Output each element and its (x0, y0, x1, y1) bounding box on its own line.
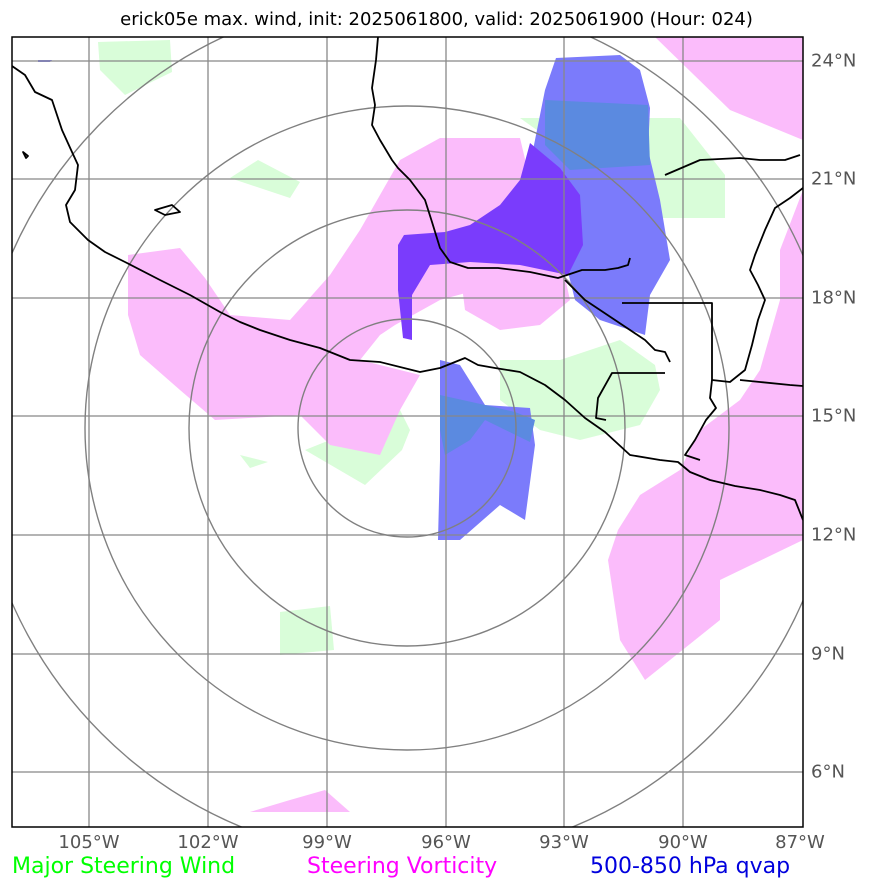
lon-label: 93°W (539, 832, 589, 853)
legend-steering-wind: Major Steering Wind (12, 854, 236, 879)
lat-label: 9°N (811, 643, 845, 665)
overlap-areas (440, 100, 650, 455)
dense-qvap-area (398, 143, 583, 340)
legend-qvap: 500-850 hPa qvap (590, 854, 791, 879)
steering-vorticity-areas (128, 37, 803, 812)
lat-label: 21°N (811, 168, 857, 190)
lat-label: 24°N (811, 50, 857, 72)
graticule (12, 37, 803, 827)
lon-label: 87°W (775, 832, 825, 853)
map-frame (11, 36, 804, 828)
lon-label: 96°W (421, 832, 471, 853)
lon-label: 90°W (658, 832, 708, 853)
lon-label: 102°W (177, 832, 239, 853)
coastlines (12, 37, 803, 521)
legend-steering-vorticity: Steering Vorticity (307, 854, 498, 879)
lon-label: 99°W (302, 832, 352, 853)
lat-label: 12°N (811, 524, 857, 546)
range-rings (12, 37, 803, 827)
lat-label: 15°N (811, 405, 857, 427)
lon-label: 105°W (58, 832, 120, 853)
figure-title: erick05e max. wind, init: 2025061800, va… (120, 9, 753, 30)
lat-label: 6°N (811, 761, 845, 783)
lat-label: 18°N (811, 287, 857, 309)
